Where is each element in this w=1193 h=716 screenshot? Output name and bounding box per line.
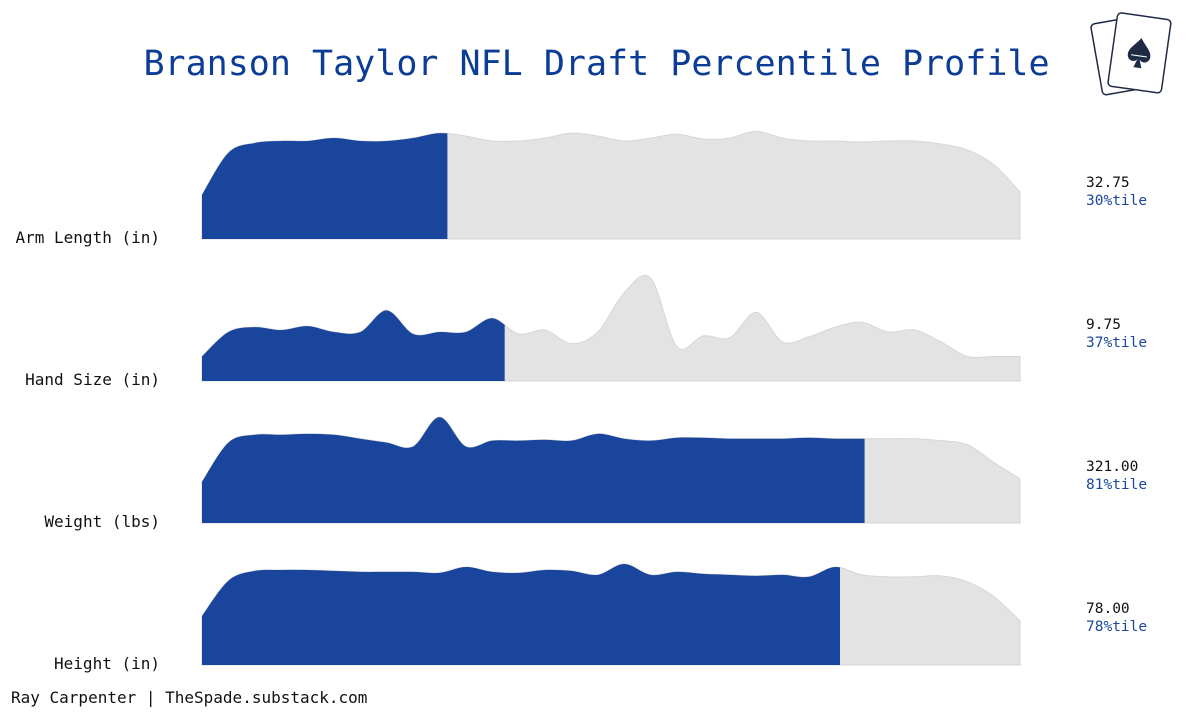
value-label: 9.75 [1086,317,1121,333]
footer-credit: Ray Carpenter | TheSpade.substack.com [11,688,368,707]
percentile-fill [202,310,505,381]
percentile-fill [202,417,865,523]
ridge-row: Hand Size (in) 9.75 37%tile [25,274,1147,389]
percentile-label: 78%tile [1086,619,1147,635]
ridge-row: Height (in) 78.00 78%tile [54,563,1147,673]
ridge-row: Weight (lbs) 321.00 81%tile [44,416,1147,531]
percentile-fill [202,133,448,239]
value-label: 32.75 [1086,175,1130,191]
value-label: 321.00 [1086,459,1138,475]
row-label: Weight (lbs) [44,512,160,531]
percentile-label: 30%tile [1086,193,1147,209]
percentile-fill [202,564,841,665]
value-label: 78.00 [1086,601,1130,617]
row-label: Arm Length (in) [16,228,161,247]
row-label: Height (in) [54,654,160,673]
ridge-row: Arm Length (in) 32.75 30%tile [16,130,1147,247]
chart-title: Branson Taylor NFL Draft Percentile Prof… [143,44,1050,84]
the-spade-logo [1090,8,1178,100]
row-label: Hand Size (in) [25,370,160,389]
percentile-label: 37%tile [1086,335,1147,351]
percentile-label: 81%tile [1086,477,1147,493]
